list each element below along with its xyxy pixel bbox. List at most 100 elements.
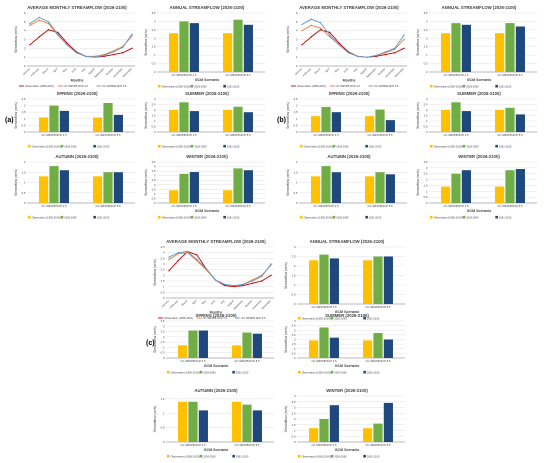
bar: [365, 176, 375, 203]
bar: [243, 112, 253, 132]
x-tick-label: March: [180, 298, 188, 306]
y-tick-label: 1.5: [152, 45, 156, 49]
bar: [441, 110, 451, 132]
chart-svg: WINTER (2026-2100)Streamflow (m³/s)00.51…: [144, 154, 265, 220]
chart-title: AUTUMN (2026-2100): [327, 154, 371, 159]
y-tick-label: 0.5: [292, 434, 296, 438]
data-point: [366, 56, 368, 58]
y-tick-label: 3.5: [292, 324, 296, 328]
y-tick-label: 0.5: [161, 426, 165, 430]
y-tick-label: 1: [294, 347, 296, 351]
legend-swatch: [363, 316, 366, 320]
bar: [373, 333, 383, 358]
legend-label: CC-SMSPB RCP 8.5: [241, 316, 266, 320]
y-axis-label: Streamflow (m³/s): [144, 29, 148, 56]
bar: [505, 23, 515, 72]
chart-panel: WINTER (2026-2100) Streamflow (m³/s) 0 0.5 1…: [283, 385, 411, 460]
y-tick-label: 2: [294, 338, 296, 342]
chart-title: ANNUAL STREAMFLOW (2026-2100): [442, 5, 517, 10]
data-point: [251, 279, 254, 281]
data-point: [301, 44, 303, 46]
x-tick-label: CC-SMSPB RCP 4.5: [443, 133, 469, 137]
x-tick-label: January: [21, 66, 31, 76]
legend-label: 2026-2060: [194, 145, 207, 149]
bar: [451, 102, 461, 132]
bar: [329, 405, 339, 442]
y-tick-label: 0: [296, 201, 298, 205]
legend-label: CC-SMSPB RCP 4.5: [64, 84, 89, 88]
x-tick-label: September: [93, 67, 105, 79]
data-point: [310, 36, 312, 38]
data-point: [329, 36, 331, 38]
chart-svg: SUMMER (2026-2100) Streamflow (m³/s) 00.5 1…: [144, 91, 265, 149]
y-tick-label: 3.5: [292, 400, 296, 404]
chart-svg: SPRING (2026-2100) Streamflow (m³/s) 0 0.5 1…: [14, 91, 135, 149]
x-tick-label: October: [377, 67, 386, 76]
y-tick-label: 3.5: [152, 169, 156, 173]
data-point: [112, 53, 115, 56]
bar: [385, 174, 395, 203]
data-point: [301, 29, 303, 32]
x-tick-label: CC-SMSPB RCP 8.5: [497, 133, 523, 137]
y-tick-label: 3: [426, 97, 428, 101]
x-tick-label: April: [191, 299, 198, 306]
bar: [441, 186, 451, 203]
y-tick-label: 1.5: [294, 110, 298, 114]
bar: [495, 33, 505, 72]
bar: [232, 401, 242, 442]
y-tick-label: 1: [294, 429, 296, 433]
chart-title: AVERAGE MONTHLY STREAMFLOW (2026-2100): [166, 239, 266, 244]
y-axis-label: Streamflow (m³/s): [284, 326, 288, 353]
data-point: [261, 275, 263, 278]
chart-panel: SPRING (2026-2100) Streamflow (m³/s) 0 0.5 1…: [285, 88, 413, 150]
y-tick-label: 0.5: [424, 125, 428, 129]
legend-label: CC-SMSPB RCP 4.5: [203, 316, 228, 320]
data-point: [168, 258, 170, 261]
legend-swatch: [330, 370, 334, 374]
y-tick-label: 3: [296, 38, 298, 42]
legend-label: Observation (1956-2019): [434, 216, 463, 220]
legend-label: 2061-2100: [369, 216, 382, 220]
x-tick-label: CC-SMSPB RCP 4.5: [180, 359, 206, 363]
bar: [169, 110, 179, 132]
bar: [223, 190, 233, 203]
y-tick-label: 0: [426, 201, 428, 205]
data-point: [196, 254, 198, 256]
y-tick-label: 0: [163, 296, 165, 300]
y-tick-label: 1.5: [161, 279, 165, 283]
legend-label: 2061-2100: [367, 371, 380, 375]
y-tick-label: 1: [24, 117, 26, 121]
bar: [189, 111, 199, 132]
legend-swatch: [462, 84, 466, 88]
legend-swatch: [495, 144, 498, 148]
y-tick-label: 2: [296, 104, 298, 108]
x-tick-label: CC-SMSPB RCP 4.5: [311, 359, 337, 363]
y-tick-label: 0: [163, 440, 165, 444]
y-tick-label: 2.5: [152, 28, 156, 32]
data-point: [319, 29, 322, 31]
y-tick-label: 3: [294, 406, 296, 410]
data-point: [122, 52, 124, 54]
y-axis-label: Streamflow (m³/s): [14, 102, 18, 129]
x-tick-label: June: [70, 66, 77, 73]
x-tick-label: June: [209, 298, 216, 305]
y-tick-label: 2: [154, 108, 156, 112]
bar: [385, 120, 395, 132]
bar: [373, 256, 383, 304]
x-tick-label: CC-SMSPB RCP 8.5: [234, 359, 260, 363]
data-point: [122, 46, 124, 49]
legend-label: Observation (1956-2019): [302, 371, 331, 375]
data-point: [233, 285, 235, 288]
legend-swatch: [28, 144, 31, 148]
x-tick-label: CC-SMSPB RCP 4.5: [41, 204, 67, 208]
y-tick-label: 4: [294, 319, 296, 323]
chart-panel: AUTUMN (2026-2100) Streamflow (m³/s) 0 0.5 1…: [152, 385, 280, 460]
legend-swatch: [199, 454, 203, 458]
data-point: [310, 18, 312, 20]
x-tick-label: June: [342, 66, 349, 73]
y-tick-label: 2.5: [292, 333, 296, 337]
data-point: [84, 55, 87, 57]
group-label-c: (c): [146, 340, 155, 347]
x-tick-label: CC-SMSPB RCP 4.5: [180, 443, 206, 447]
x-tick-label: CC-SMSPB RCP 4.5: [313, 133, 339, 137]
